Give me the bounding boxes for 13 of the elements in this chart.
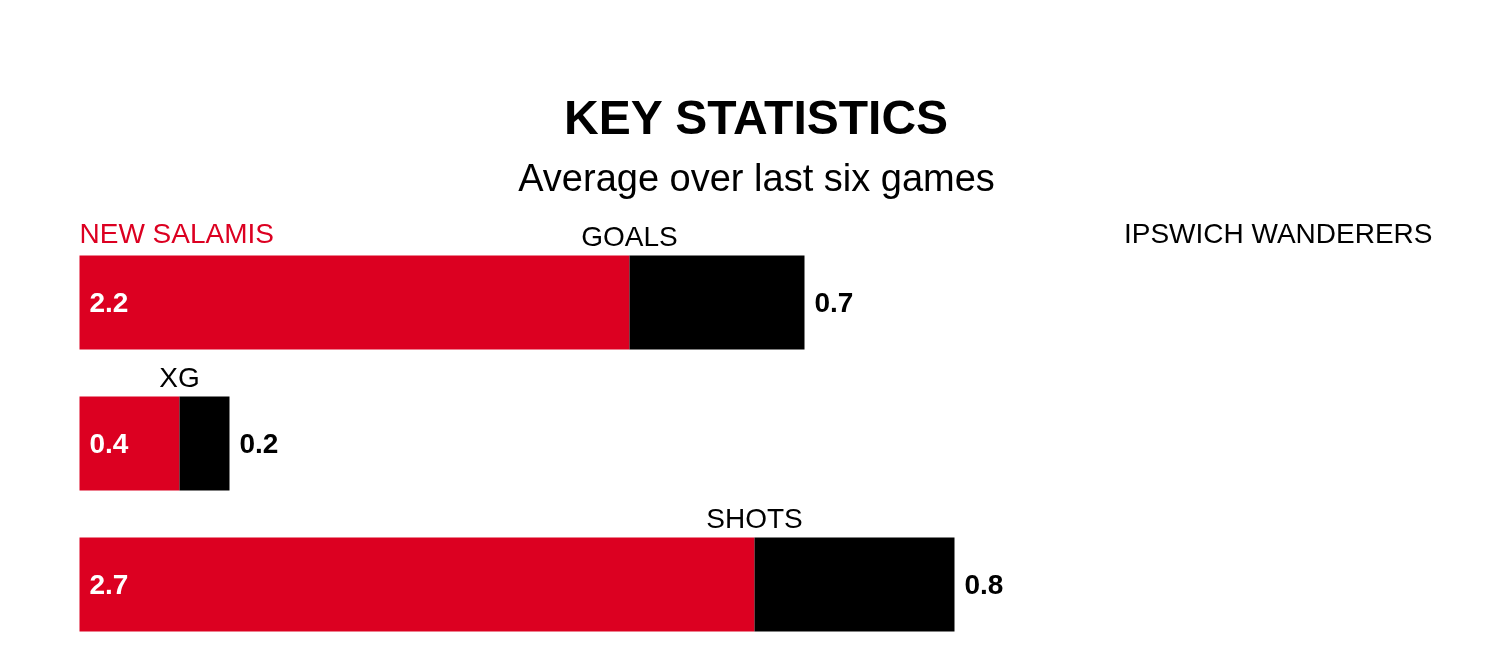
chart-title: KEY STATISTICS — [564, 90, 949, 144]
data-label: 0.8 — [964, 569, 1004, 600]
data-label: 0.4 — [89, 428, 129, 459]
y-tick-label: SHOTS — [706, 502, 803, 534]
text: IPSWICH WANDERERS — [1123, 217, 1433, 249]
series-label: NEW SALAMIS — [79, 217, 274, 249]
data-label: 0.2 — [239, 428, 279, 459]
data-label: 2.2 — [89, 287, 129, 318]
chart-subtitle: Average over last six games — [518, 156, 995, 199]
y-tick-label: XG — [159, 361, 200, 393]
data-label: 2.7 — [89, 569, 129, 600]
y-tick-label: GOALS — [581, 220, 678, 252]
data-label: 0.7 — [814, 287, 854, 318]
